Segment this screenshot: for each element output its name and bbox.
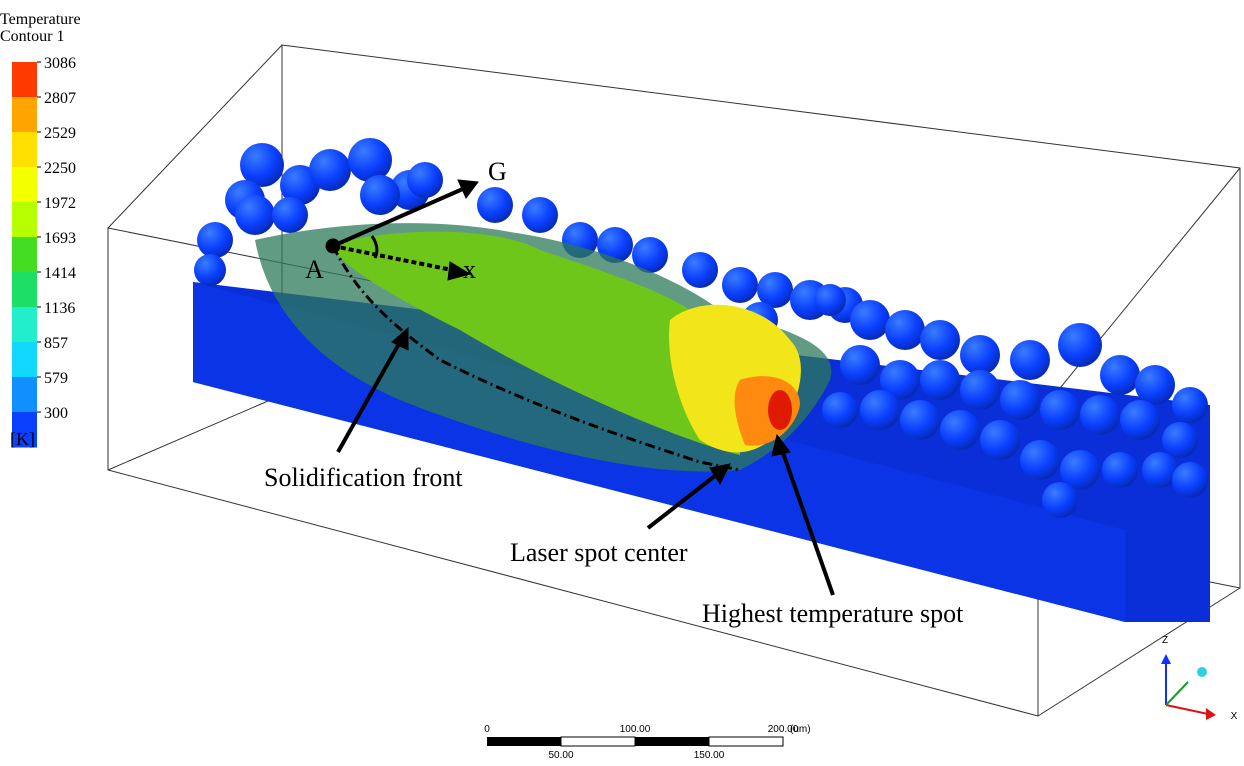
particle bbox=[814, 284, 846, 316]
particle bbox=[1010, 340, 1050, 380]
colorbar-label: 2807 bbox=[44, 90, 76, 107]
scale-label: 50.00 bbox=[548, 750, 573, 761]
colorbar-label: 857 bbox=[44, 335, 68, 352]
axis-triad bbox=[1161, 654, 1216, 720]
particle bbox=[309, 149, 351, 191]
colorbar-band bbox=[12, 272, 37, 308]
particle bbox=[1080, 395, 1120, 435]
label-highest: Highest temperature spot bbox=[702, 599, 964, 628]
particle bbox=[900, 400, 940, 440]
particle bbox=[1000, 380, 1040, 420]
particle bbox=[850, 300, 890, 340]
particle bbox=[235, 195, 275, 235]
particle bbox=[1120, 400, 1160, 440]
peak-zone bbox=[768, 390, 792, 430]
particle bbox=[522, 197, 558, 233]
particle bbox=[860, 390, 900, 430]
particle bbox=[1135, 365, 1175, 405]
particle bbox=[477, 187, 513, 223]
label-g: G bbox=[488, 157, 507, 186]
triad-z: Z bbox=[1162, 635, 1168, 646]
particle bbox=[960, 370, 1000, 410]
particle bbox=[1102, 452, 1138, 488]
label-laser: Laser spot center bbox=[510, 538, 688, 567]
particle bbox=[360, 175, 400, 215]
legend-unit: [K] bbox=[10, 429, 35, 449]
particle bbox=[980, 420, 1020, 460]
label-solidification: Solidification front bbox=[264, 463, 463, 492]
label-x: x bbox=[463, 255, 476, 284]
colorbar: 3086 2807 2529 2250 1972 1693 1414 1136 857 579 30… bbox=[12, 55, 76, 448]
figure: Temperature Contour 1 3086 2807 2529 2250 19… bbox=[0, 0, 1244, 766]
colorbar-band bbox=[12, 307, 37, 343]
triad-x: X bbox=[1231, 711, 1238, 722]
colorbar-band bbox=[12, 202, 37, 238]
particle bbox=[272, 197, 308, 233]
particle bbox=[1058, 323, 1102, 367]
particle bbox=[885, 310, 925, 350]
colorbar-label: 3086 bbox=[44, 55, 76, 72]
colorbar-band bbox=[12, 167, 37, 203]
colorbar-label: 1414 bbox=[44, 265, 76, 282]
colorbar-band bbox=[12, 237, 37, 273]
scale-label: 150.00 bbox=[694, 750, 725, 761]
colorbar-band bbox=[12, 342, 37, 378]
particle bbox=[1040, 390, 1080, 430]
colorbar-band bbox=[12, 62, 37, 98]
scale-unit: (um) bbox=[790, 724, 811, 735]
colorbar-band bbox=[12, 97, 37, 133]
colorbar-label: 1136 bbox=[44, 300, 75, 317]
legend-subtitle: Contour 1 bbox=[0, 28, 64, 45]
colorbar-label: 2529 bbox=[44, 125, 76, 142]
particle bbox=[960, 335, 1000, 375]
particle bbox=[1020, 440, 1060, 480]
particle bbox=[197, 222, 233, 258]
particle bbox=[1172, 462, 1208, 498]
particle bbox=[1162, 422, 1198, 458]
particle bbox=[920, 320, 960, 360]
particle bbox=[822, 392, 858, 428]
particle bbox=[940, 410, 980, 450]
particle bbox=[1172, 387, 1208, 423]
colorbar-label: 1972 bbox=[44, 195, 76, 212]
legend-title: Temperature bbox=[0, 11, 81, 28]
scale-label: 100.00 bbox=[620, 724, 651, 735]
colorbar-band bbox=[12, 377, 37, 413]
particle bbox=[840, 345, 880, 385]
particle bbox=[920, 360, 960, 400]
particle bbox=[722, 267, 758, 303]
particle bbox=[348, 138, 392, 182]
colorbar-band bbox=[12, 132, 37, 168]
scale-label: 0 bbox=[484, 724, 490, 735]
colorbar-label: 2250 bbox=[44, 160, 76, 177]
colorbar-label: 1693 bbox=[44, 230, 76, 247]
label-a: A bbox=[305, 255, 324, 284]
particle bbox=[407, 162, 443, 198]
particle bbox=[682, 252, 718, 288]
particle bbox=[1042, 482, 1078, 518]
particle bbox=[1100, 355, 1140, 395]
particle bbox=[194, 254, 226, 286]
colorbar-label: 300 bbox=[44, 405, 68, 422]
colorbar-label: 579 bbox=[44, 370, 68, 387]
scale-bar bbox=[487, 737, 783, 746]
